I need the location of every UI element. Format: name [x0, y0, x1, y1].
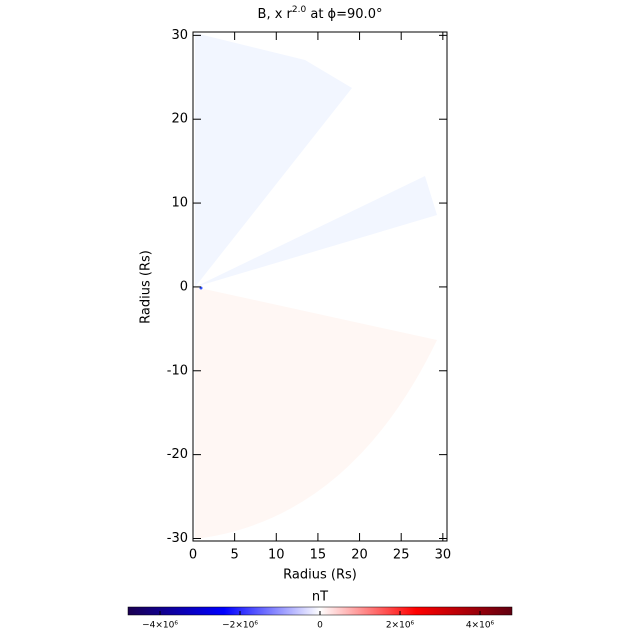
y-axis-label: Radius (Rs)	[139, 250, 154, 324]
field-region	[195, 176, 437, 287]
x-tick-label: 10	[268, 548, 285, 563]
y-tick-label: 30	[171, 28, 188, 43]
colorbar-tick-label: −4×10⁶	[142, 621, 178, 631]
colorbar-tick-label: 4×10⁶	[466, 621, 495, 631]
colorbar-tick-label: −2×10⁶	[222, 621, 258, 631]
y-tick-label: 0	[180, 279, 188, 294]
field-region	[195, 287, 437, 539]
y-tick-label: -10	[167, 363, 188, 378]
x-tick-label: 20	[351, 548, 368, 563]
y-tick-label: -30	[167, 531, 188, 546]
x-tick-label: 5	[230, 548, 238, 563]
colorbar-label: nT	[312, 590, 328, 605]
title-exponent: 2.0	[292, 5, 307, 15]
title-text: at ϕ=90.0°	[306, 7, 382, 22]
x-tick-label: 25	[393, 548, 410, 563]
y-tick-label: 20	[171, 112, 188, 127]
field-region	[195, 33, 352, 287]
y-tick-label: -20	[167, 447, 188, 462]
y-tick-label: 10	[171, 196, 188, 211]
colorbar-tick-label: 2×10⁶	[386, 621, 415, 631]
colorbar-tick-label: 0	[317, 621, 323, 631]
x-tick-label: 15	[310, 548, 327, 563]
x-tick-label: 0	[189, 548, 197, 563]
x-tick-label: 30	[435, 548, 452, 563]
chart-title: B, x r2.0 at ϕ=90.0°	[258, 5, 383, 22]
x-axis-label: Radius (Rs)	[283, 568, 357, 583]
title-text: B, x r	[258, 7, 293, 22]
